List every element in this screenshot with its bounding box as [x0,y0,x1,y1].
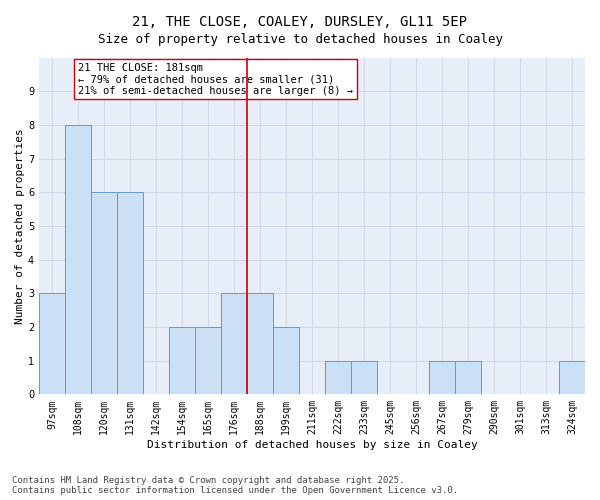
Text: 21, THE CLOSE, COALEY, DURSLEY, GL11 5EP: 21, THE CLOSE, COALEY, DURSLEY, GL11 5EP [133,15,467,29]
Bar [273,327,299,394]
Bar [195,327,221,394]
Bar [351,360,377,394]
Y-axis label: Number of detached properties: Number of detached properties [15,128,25,324]
Bar [169,327,195,394]
Bar [559,360,585,394]
Bar [39,294,65,394]
Bar [221,294,247,394]
Bar [65,125,91,394]
Bar [325,360,351,394]
Text: 21 THE CLOSE: 181sqm
← 79% of detached houses are smaller (31)
21% of semi-detac: 21 THE CLOSE: 181sqm ← 79% of detached h… [78,62,353,96]
Bar [91,192,117,394]
Text: Size of property relative to detached houses in Coaley: Size of property relative to detached ho… [97,32,503,46]
Text: Contains HM Land Registry data © Crown copyright and database right 2025.
Contai: Contains HM Land Registry data © Crown c… [12,476,458,495]
Bar [117,192,143,394]
Bar [247,294,273,394]
X-axis label: Distribution of detached houses by size in Coaley: Distribution of detached houses by size … [146,440,478,450]
Bar [455,360,481,394]
Bar [429,360,455,394]
